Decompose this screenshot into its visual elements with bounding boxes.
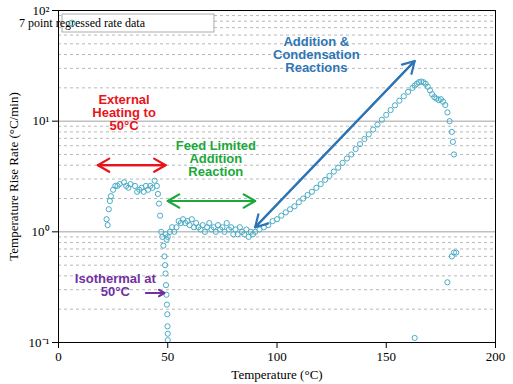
svg-text:Addition &CondensationReaction: Addition &CondensationReactions — [273, 34, 360, 75]
svg-text:10⁻¹: 10⁻¹ — [29, 335, 50, 350]
svg-text:150: 150 — [377, 349, 397, 364]
svg-text:10⁰: 10⁰ — [32, 224, 50, 239]
svg-text:ExternalHeating to50°C: ExternalHeating to50°C — [92, 92, 156, 133]
svg-text:Isothermal at50°C: Isothermal at50°C — [75, 271, 157, 299]
svg-text:10²: 10² — [32, 2, 50, 18]
svg-text:Temperature (°C): Temperature (°C) — [231, 367, 322, 382]
svg-text:0: 0 — [55, 349, 62, 364]
svg-text:Temperature Rise Rate (°C/min): Temperature Rise Rate (°C/min) — [6, 92, 21, 261]
svg-text:7 point regressed rate data: 7 point regressed rate data — [19, 16, 146, 30]
svg-text:50: 50 — [161, 349, 174, 364]
svg-text:100: 100 — [267, 349, 287, 364]
svg-text:10¹: 10¹ — [33, 113, 50, 128]
svg-text:Feed LimitedAdditionReaction: Feed LimitedAdditionReaction — [176, 138, 256, 179]
svg-text:200: 200 — [486, 349, 506, 364]
